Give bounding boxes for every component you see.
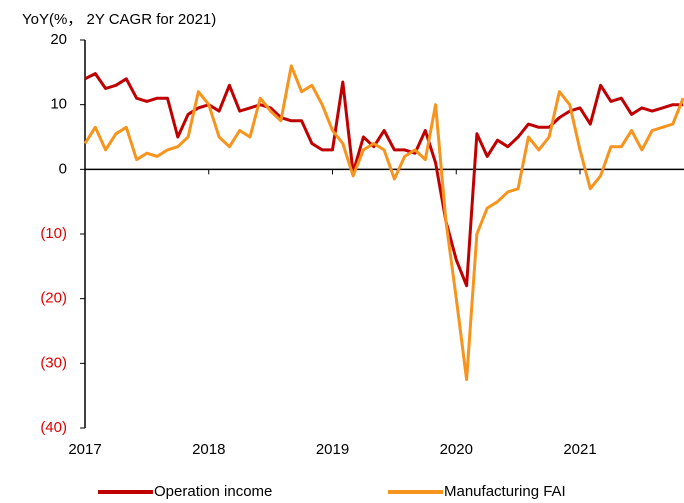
- y-tick-label: (10): [40, 225, 67, 242]
- series-line: [83, 64, 684, 381]
- x-tick-label: 2017: [68, 441, 101, 458]
- legend-label: Manufacturing FAI: [444, 483, 566, 500]
- y-tick-label: 10: [50, 96, 67, 113]
- y-tick-label: 0: [59, 160, 67, 177]
- x-tick-label: 2020: [440, 441, 473, 458]
- legend-label: Operation income: [154, 483, 272, 500]
- x-tick-label: 2021: [563, 441, 596, 458]
- x-tick-label: 2019: [316, 441, 349, 458]
- series-line: [84, 72, 684, 288]
- y-tick-label: 20: [50, 31, 67, 48]
- chart-title: YoY(%， 2Y CAGR for 2021): [22, 11, 216, 28]
- y-tick-label: (40): [40, 419, 67, 436]
- y-tick-label: (20): [40, 290, 67, 307]
- x-tick-label: 2018: [192, 441, 225, 458]
- y-tick-label: (30): [40, 354, 67, 371]
